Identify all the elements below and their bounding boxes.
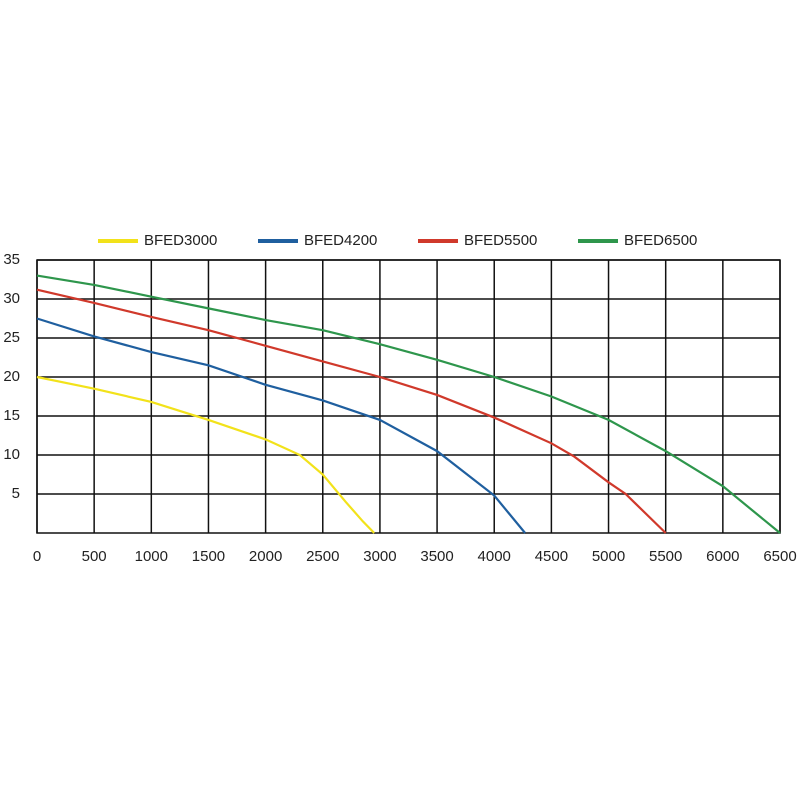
y-tick-label: 10 bbox=[3, 446, 20, 463]
y-tick-label: 20 bbox=[3, 368, 20, 385]
series-line bbox=[36, 288, 667, 534]
x-tick-label: 2500 bbox=[306, 548, 339, 565]
x-tick-label: 500 bbox=[82, 548, 107, 565]
x-tick-label: 6000 bbox=[706, 548, 739, 565]
plot-border bbox=[36, 259, 781, 534]
y-tick-label: 25 bbox=[3, 329, 20, 346]
y-tick-label: 15 bbox=[3, 407, 20, 424]
x-tick-label: 5000 bbox=[592, 548, 625, 565]
x-tick-label: 3000 bbox=[363, 548, 396, 565]
legend-label: BFED6500 bbox=[624, 232, 697, 249]
legend-label: BFED5500 bbox=[464, 232, 537, 249]
x-tick-label: 6500 bbox=[763, 548, 796, 565]
y-tick-label: 35 bbox=[3, 251, 20, 268]
x-tick-label: 0 bbox=[33, 548, 41, 565]
legend-label: BFED4200 bbox=[304, 232, 377, 249]
y-tick-label: 30 bbox=[3, 290, 20, 307]
series-line bbox=[36, 317, 526, 534]
x-tick-label: 4500 bbox=[535, 548, 568, 565]
x-tick-label: 2000 bbox=[249, 548, 282, 565]
legend-label: BFED3000 bbox=[144, 232, 217, 249]
x-tick-label: 1000 bbox=[135, 548, 168, 565]
series-line bbox=[36, 375, 375, 534]
y-tick-label: 5 bbox=[12, 485, 20, 502]
x-tick-label: 5500 bbox=[649, 548, 682, 565]
x-tick-label: 4000 bbox=[478, 548, 511, 565]
x-tick-label: 1500 bbox=[192, 548, 225, 565]
x-tick-label: 3500 bbox=[420, 548, 453, 565]
series-line bbox=[36, 274, 781, 534]
